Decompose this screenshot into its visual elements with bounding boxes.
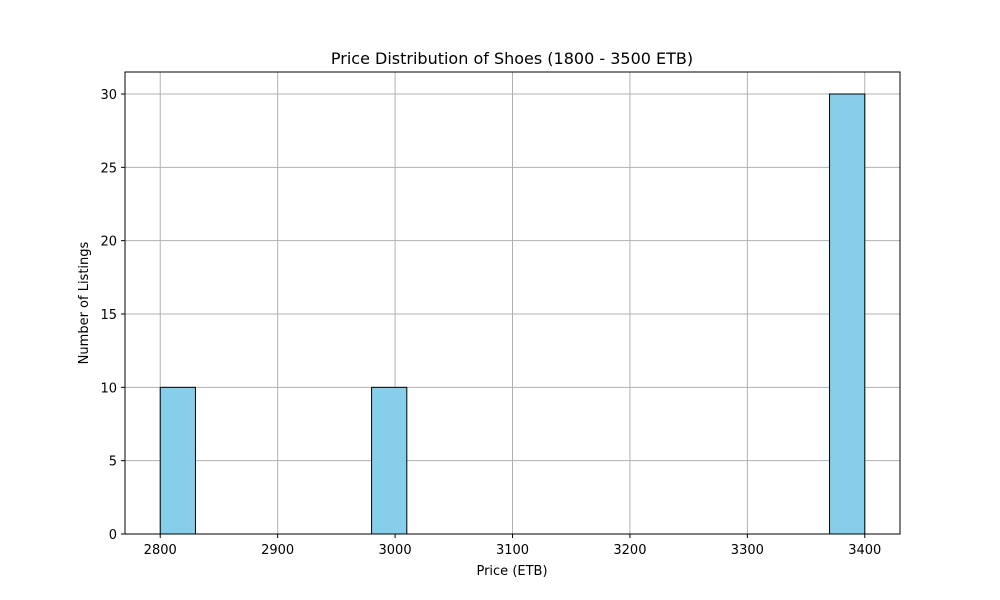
x-tick-label: 3000 [379, 543, 412, 558]
y-tick-label: 25 [100, 161, 117, 176]
x-tick-label: 2900 [261, 543, 294, 558]
y-tick-label: 30 [100, 88, 117, 103]
x-tick-label: 3100 [496, 543, 529, 558]
y-axis-ticks: 0 5 10 15 20 25 30 [100, 88, 125, 543]
x-tick-label: 3300 [731, 543, 764, 558]
x-tick-label: 2800 [144, 543, 177, 558]
x-axis-ticks: 2800 2900 3000 3100 3200 3300 3400 [144, 534, 881, 558]
x-axis-label: Price (ETB) [476, 564, 547, 579]
y-axis-label: Number of Listings [77, 241, 92, 364]
x-tick-label: 3200 [613, 543, 646, 558]
chart-title: Price Distribution of Shoes (1800 - 3500… [331, 49, 693, 68]
y-tick-label: 5 [109, 455, 117, 470]
y-tick-label: 0 [109, 528, 117, 543]
y-tick-label: 10 [100, 381, 117, 396]
bars [159, 93, 866, 535]
y-tick-label: 15 [100, 308, 117, 323]
grid [125, 72, 900, 535]
x-tick-label: 3400 [848, 543, 881, 558]
histogram-bar [159, 386, 196, 535]
y-tick-label: 20 [100, 235, 117, 250]
histogram-bar [829, 93, 866, 535]
histogram-bar [371, 386, 408, 535]
